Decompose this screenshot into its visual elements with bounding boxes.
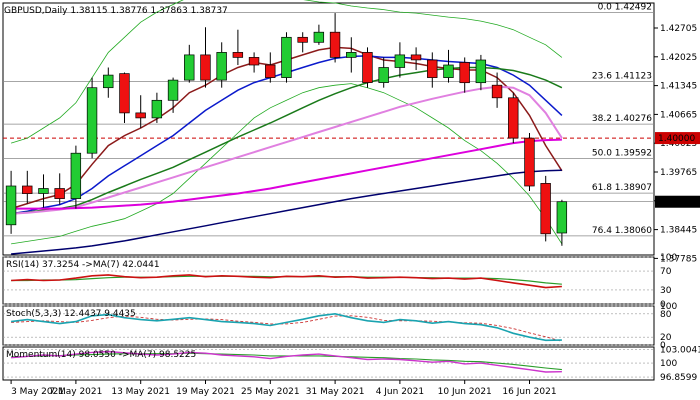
candle-body xyxy=(281,36,292,78)
rsi-tick-label: 0 xyxy=(660,300,666,310)
candle-body xyxy=(38,188,49,194)
candle-body xyxy=(540,183,551,235)
stoch-d-line xyxy=(11,315,563,342)
rsi-title: RSI(14) 37.3254 ->MA(7) 42.0441 xyxy=(6,260,160,270)
main-price-panel: 1.42705 1.42025 1.41345 1.40665 1.40025 1.397… xyxy=(2,0,700,264)
candle-body xyxy=(394,54,406,68)
fib-level-label: 38.2 1.40276 xyxy=(592,114,652,124)
x-tick-label: 3 May 2021 xyxy=(11,387,64,397)
candle-body xyxy=(5,185,17,226)
main-panel-frame xyxy=(2,2,655,256)
moving-average-line xyxy=(11,85,563,215)
x-tick-label: 31 May 2021 xyxy=(306,387,365,397)
bollinger-lower-line xyxy=(11,83,563,245)
price-tick-label: 1.42025 xyxy=(660,53,697,63)
candle-body xyxy=(524,137,535,187)
rsi-tick-label: 30 xyxy=(660,286,672,296)
x-tick-label: 25 May 2021 xyxy=(241,387,300,397)
x-tick-label: 7 May 2021 xyxy=(49,387,102,397)
candle-body xyxy=(313,31,325,43)
candle-body xyxy=(475,59,487,84)
stoch-tick-label: 0 xyxy=(660,341,666,351)
candle-body xyxy=(151,99,163,119)
candle-body xyxy=(362,52,373,83)
candle-body xyxy=(410,54,422,61)
x-tick-label: 10 Jun 2021 xyxy=(438,387,492,397)
candle-body xyxy=(297,36,308,43)
candle-body xyxy=(184,54,195,81)
rsi-panel: 100 70 30 0 RSI(14) 37.3254 ->MA(7) 42.0441 xyxy=(2,253,677,310)
stoch-title: Stoch(5,3,3) 12.4437 9.4435 xyxy=(6,309,136,319)
candle-body xyxy=(459,62,470,84)
candle-body xyxy=(508,97,519,139)
last-price-tag xyxy=(655,195,700,208)
price-tick-label: 1.41345 xyxy=(660,82,697,92)
candle-body xyxy=(378,67,389,83)
x-tick-label: 19 May 2021 xyxy=(176,387,235,397)
fib-level-label: 76.4 1.38060 xyxy=(592,226,652,236)
symbol-label: GBPUSD,Daily xyxy=(4,6,68,16)
last-price-label: 1.38737 xyxy=(658,198,695,208)
bollinger-upper-line xyxy=(10,0,563,144)
x-tick-label: 4 Jun 2021 xyxy=(376,387,424,397)
candle-body xyxy=(22,185,33,194)
momentum-title: Momentum(14) 98.0550 ->MA(7) 98.5225 xyxy=(6,350,196,360)
stoch-tick-label: 80 xyxy=(660,310,672,320)
rsi-tick-label: 70 xyxy=(660,267,672,277)
candle-body xyxy=(427,59,438,78)
stoch-k-line xyxy=(11,312,562,342)
candle-body xyxy=(248,57,260,66)
momentum-frame xyxy=(2,346,655,381)
moving-average-line xyxy=(11,169,562,255)
round-level-tag xyxy=(655,132,700,145)
x-tick-label: 16 Jun 2021 xyxy=(502,387,556,397)
x-tick-label: 13 May 2021 xyxy=(111,387,170,397)
candle-body xyxy=(119,73,130,114)
candle-body xyxy=(54,188,65,199)
momentum-tick-label: 100 xyxy=(660,359,677,369)
candle-body xyxy=(346,52,357,58)
price-tick-label: 1.39765 xyxy=(660,168,697,178)
price-tick-label: 1.40665 xyxy=(660,110,697,120)
price-tick-label: 1.40025 xyxy=(660,139,697,149)
candle-body xyxy=(265,64,276,78)
moving-average-line xyxy=(11,138,562,210)
candle-body xyxy=(103,74,114,89)
price-tick-label: 1.42705 xyxy=(660,24,697,34)
ohlc-values: 1.38115 1.38776 1.37863 1.38737 xyxy=(70,6,227,16)
momentum-tick-label: 103.0041 xyxy=(660,346,700,356)
round-level-label: 1.40000 xyxy=(658,134,695,144)
symbol-header: GBPUSD,Daily 1.38115 1.38776 1.37863 1.3… xyxy=(4,6,228,16)
candle-body xyxy=(86,87,98,154)
fib-level-label: 0.0 1.42492 xyxy=(598,2,652,12)
momentum-line xyxy=(11,350,562,373)
momentum-panel: 103.0041 100 96.8599 Momentum(14) 98.0550 -… xyxy=(2,346,700,383)
rsi-line xyxy=(11,274,562,289)
candle-body xyxy=(200,54,211,81)
candle-body xyxy=(556,201,568,234)
momentum-tick-label: 96.8599 xyxy=(660,373,697,383)
stoch-tick-label: 100 xyxy=(660,302,677,312)
candle-body xyxy=(329,31,341,58)
candle-body xyxy=(216,52,227,81)
candle-body xyxy=(232,52,244,58)
candle-body xyxy=(167,79,179,101)
candle-body xyxy=(443,64,454,78)
price-tick-label: 1.38445 xyxy=(660,226,697,236)
stoch-tick-label: 20 xyxy=(660,333,672,343)
fib-level-label: 23.6 1.41123 xyxy=(592,71,652,81)
fib-level-label: 61.8 1.38907 xyxy=(592,183,652,193)
price-tick-label: 1.37785 xyxy=(660,254,697,264)
candle-body xyxy=(491,84,503,99)
candle-body xyxy=(70,152,82,199)
rsi-tick-label: 100 xyxy=(660,253,677,263)
moving-average-line xyxy=(11,66,563,215)
candle-body xyxy=(135,112,146,119)
fib-level-label: 50.0 1.39592 xyxy=(592,149,652,159)
